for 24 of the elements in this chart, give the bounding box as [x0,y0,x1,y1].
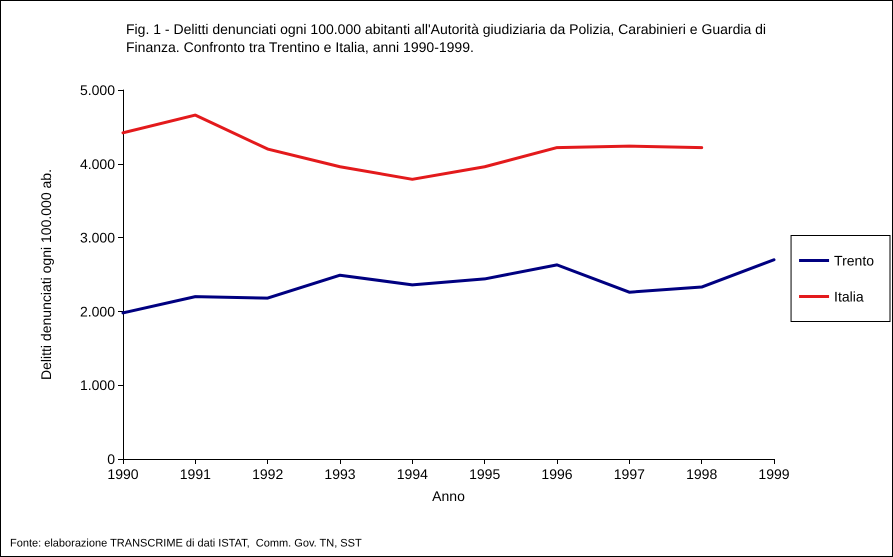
y-axis-title: Delitti denunciati ogni 100.000 ab. [38,169,54,380]
x-tick-label: 1998 [686,466,718,482]
x-tick-label: 1996 [541,466,573,482]
legend-label: Trento [834,252,874,268]
x-tick-label: 1994 [396,466,428,482]
x-axis-title: Anno [432,488,466,504]
x-tick-label: 1990 [107,466,139,482]
x-tick-label: 1997 [614,466,646,482]
chart-title: Fig. 1 - Delitti denunciati ogni 100.000 abitanti all'Autorità giudiziaria da Polizia, Carabinieri e Guardia di Finanza. Confronto tra Trentino e Italia, anni 1990-1999. [126,21,770,55]
line-series [122,258,776,314]
legend-label: Italia [834,288,864,304]
y-tick-label: 2.000 [80,303,116,320]
x-tick-label: 1993 [324,466,356,482]
x-tick-label: 1999 [758,466,790,482]
x-tick-label: 1991 [180,466,212,482]
y-tick-label: 0 [107,451,116,467]
source-note: Fonte: elaborazione TRANSCRIME di dati ISTAT, Comm. Gov. TN, SST [10,538,362,550]
x-tick-label: 1992 [252,466,284,482]
y-tick-label: 5.000 [80,82,116,98]
y-tick-label: 1.000 [80,377,116,394]
y-tick-label: 3.000 [80,230,116,246]
y-tick-label: 4.000 [80,156,116,172]
x-tick-label: 1995 [469,466,500,482]
line-series [122,114,704,181]
